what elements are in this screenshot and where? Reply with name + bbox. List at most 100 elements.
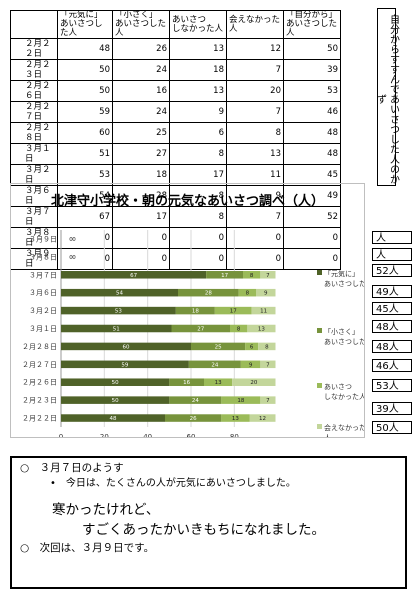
bar-segment — [260, 271, 276, 279]
legend-swatch — [317, 383, 322, 388]
data-label: 48 — [110, 416, 117, 422]
legend-swatch — [317, 424, 322, 429]
value-cell: 46 — [283, 101, 341, 123]
value-cell: 24 — [112, 101, 170, 123]
date-cell: ２月２８日 — [10, 122, 58, 144]
legend-label: あいさつした人 — [324, 280, 364, 288]
value-cell: 18 — [169, 59, 227, 81]
table-header-1: 「元気に」 あいさつした人 — [57, 10, 113, 39]
value-cell: 59 — [57, 101, 113, 123]
data-label: 0 — [72, 255, 76, 261]
bar-segment — [214, 306, 252, 315]
bar-segment — [61, 414, 165, 422]
value-cell: 8 — [226, 122, 284, 144]
x-tick-label: 60 — [187, 433, 196, 437]
data-label: 67 — [130, 273, 137, 279]
value-cell: 51 — [57, 143, 113, 165]
legend-label: あいさつ — [324, 383, 352, 391]
value-cell: 13 — [169, 38, 227, 60]
x-tick-label: 80 — [230, 433, 239, 437]
table-header-3: あいさつ しなかった人 — [169, 10, 227, 39]
table-header-2: 「小さく」 あいさつした人 — [112, 10, 170, 39]
table-header-4: 会えなかった人 — [226, 10, 284, 39]
legend-label: 「小さく」 — [324, 327, 359, 336]
count-box: 45人 — [372, 302, 412, 315]
bar-segment — [61, 396, 170, 404]
bar-segment — [178, 288, 239, 297]
bar-segment — [247, 324, 276, 333]
data-label: 26 — [190, 416, 197, 422]
table-row: ３月６日 54 28 8 9 49 — [10, 185, 341, 207]
data-label: 18 — [237, 398, 244, 404]
bar-segment — [232, 378, 276, 386]
data-label: 0 — [63, 237, 67, 243]
legend-swatch — [317, 270, 322, 275]
category-label: ２月２６日 — [22, 379, 57, 387]
category-label: ３月９日 — [29, 235, 57, 243]
date-cell: ２月２７日 — [10, 101, 58, 123]
value-cell: 24 — [112, 59, 170, 81]
bar-segment — [171, 324, 230, 333]
category-label: ３月７日 — [29, 271, 57, 279]
value-cell: 6 — [169, 122, 227, 144]
category-label: ３月１日 — [29, 325, 57, 333]
value-cell: 48 — [283, 143, 341, 165]
value-cell: 20 — [226, 80, 284, 102]
notes-next: ○ 次回は、３月９日です。 — [20, 542, 155, 554]
count-box: 48人 — [372, 340, 412, 353]
data-label: 7 — [266, 273, 270, 279]
data-label: 51 — [113, 327, 120, 333]
data-label: 8 — [237, 327, 241, 333]
legend-label: しなかった人 — [324, 393, 364, 401]
table-header-5: 「自分から」 あいさつした人 — [283, 10, 341, 39]
data-label: 25 — [215, 344, 222, 350]
category-label: ２月２７日 — [22, 361, 57, 369]
bar-segment — [188, 360, 241, 369]
bar-segment — [165, 414, 222, 422]
data-label: 11 — [260, 309, 267, 315]
bar-segment — [256, 288, 276, 297]
data-label: 8 — [265, 344, 269, 350]
category-label: ３月２日 — [29, 307, 57, 315]
data-label: 8 — [246, 291, 250, 297]
greeting-table: 「元気に」 あいさつした人 「小さく」 あいさつした人 あいさつ しなかった人 会えなかった… — [10, 10, 341, 270]
date-cell: ２月２２日 — [10, 38, 58, 60]
data-label: 7 — [266, 398, 270, 404]
value-cell: 7 — [226, 59, 284, 81]
value-cell: 26 — [112, 38, 170, 60]
bar-segment — [249, 414, 276, 422]
value-cell: 48 — [57, 38, 113, 60]
value-cell: 60 — [57, 122, 113, 144]
data-label: 13 — [258, 327, 265, 333]
bar-segment — [260, 396, 276, 404]
value-cell: 13 — [169, 80, 227, 102]
data-label: 0 — [69, 255, 73, 261]
data-label: 54 — [116, 291, 123, 297]
value-cell: 39 — [283, 59, 341, 81]
legend-label: 人 — [324, 434, 331, 437]
data-label: 50 — [112, 380, 119, 386]
data-label: 0 — [66, 237, 70, 243]
bar-segment — [238, 288, 256, 297]
table-row: ３月９日 0 0 0 0 0 — [10, 248, 341, 270]
chart-title: 北津守小学校・朝の元気なあいさつ調べ（人） — [50, 194, 324, 209]
bar-segment — [169, 378, 204, 386]
data-label: 27 — [197, 327, 204, 333]
bar-segment — [245, 342, 259, 351]
value-cell: 50 — [57, 59, 113, 81]
value-cell: 7 — [226, 101, 284, 123]
date-cell: ３月１日 — [10, 143, 58, 165]
count-box: 53人 — [372, 379, 412, 392]
legend-label: 「元気に」 — [324, 269, 359, 278]
notes-heading: ○ ３月７日のようす — [20, 462, 124, 474]
data-label: 53 — [115, 309, 122, 315]
legend-label: あいさつした人 — [324, 338, 364, 346]
value-cell: 0 — [112, 248, 170, 270]
data-label: 9 — [249, 362, 253, 368]
legend-label: 会えなかった — [324, 423, 364, 432]
data-label: 13 — [215, 380, 222, 386]
count-box: 52人 — [372, 264, 412, 277]
table-row: ２月２８日 60 25 6 8 48 — [10, 122, 341, 144]
bar-segment — [230, 324, 248, 333]
chart-panel: 北津守小学校・朝の元気なあいさつ調べ（人） 0 20 40 60 80 ３月９日 0 0 0 0 ３… — [10, 183, 365, 438]
